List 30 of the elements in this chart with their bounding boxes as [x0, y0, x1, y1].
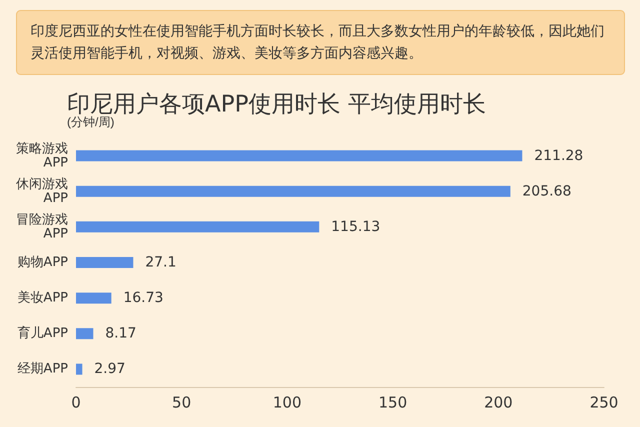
- text: 印度尼西亚的女性在使用智能手机方面时长较长，而且大多数女性用户的年龄较低，因此她们灵活使用智能手机，对视频、游戏、美妆等多方面内容感兴趣。: [30, 24, 604, 62]
- data-label: 27.1: [145, 254, 176, 270]
- y-tick-label: 育儿APP: [17, 325, 68, 342]
- x-tick-label: 0: [71, 394, 81, 412]
- data-label: 205.68: [522, 183, 572, 200]
- x-tick-label: 250: [590, 394, 618, 412]
- bar: [76, 186, 510, 197]
- y-tick-label: 经期APP: [17, 362, 68, 377]
- bar: [76, 292, 112, 304]
- x-tick-label: 200: [484, 394, 513, 412]
- data-label: 8.17: [105, 326, 136, 342]
- data-label: 211.28: [534, 148, 584, 164]
- x-tick-label: 100: [272, 394, 302, 412]
- bar: [76, 150, 522, 162]
- bar: [76, 221, 320, 232]
- x-tick-label: 150: [378, 394, 408, 412]
- chart-title: 印尼用户各项APP使用时长 平均使用时长: [67, 92, 486, 118]
- y-tick-label: 美妆APP: [17, 290, 68, 306]
- y-tick-label: 休闲游戏APP: [16, 176, 68, 206]
- x-tick-label: 50: [172, 394, 192, 412]
- bar: [76, 364, 82, 375]
- bar: [76, 328, 94, 340]
- y-tick-label: 策略游戏APP: [16, 141, 68, 170]
- y-tick-label: 购物APP: [17, 255, 68, 270]
- data-label: 2.97: [94, 361, 126, 378]
- chart-subtitle: (分钟/周): [67, 115, 114, 129]
- data-label: 115.13: [331, 218, 380, 235]
- bar: [76, 257, 134, 268]
- y-tick-label: 冒险游戏APP: [16, 212, 68, 242]
- data-label: 16.73: [123, 290, 164, 306]
